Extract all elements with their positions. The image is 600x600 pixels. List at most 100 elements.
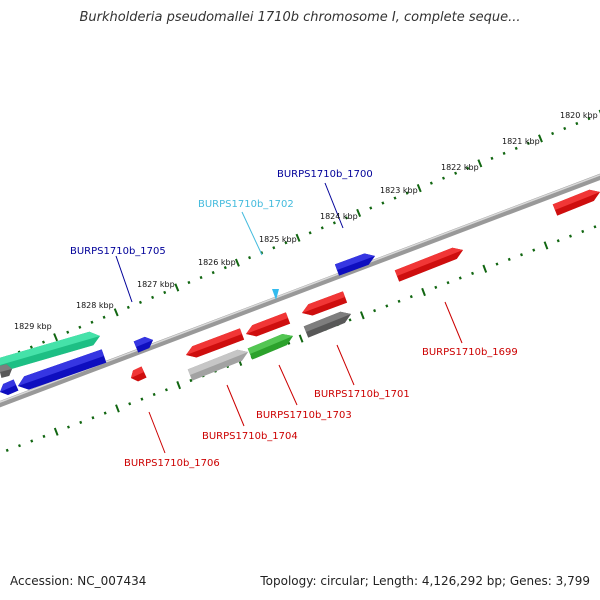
upper-track-tick — [308, 231, 312, 235]
gene-fill — [247, 333, 293, 360]
gene-1705-arrow — [133, 336, 153, 353]
chromosome-backbone — [0, 173, 600, 408]
gene-1710-arrow — [0, 364, 12, 378]
gene-label: BURPS1710b_1705 — [70, 246, 166, 257]
gene-1701-arrow — [302, 291, 348, 316]
scale-label: 1824 kbp — [320, 212, 358, 221]
lower-track-tick — [298, 334, 304, 343]
gene-fill — [302, 291, 348, 316]
scale-label: 1820 kbp — [560, 111, 598, 120]
gene-1707-arrow — [0, 331, 100, 372]
upper-track-tick — [466, 166, 470, 170]
lower-track-tick — [581, 229, 585, 234]
callout-line — [226, 384, 245, 427]
callout-line — [115, 255, 133, 303]
upper-track-tick — [563, 126, 567, 131]
upper-track-tick — [66, 330, 70, 334]
gene-label: BURPS1710b_1700 — [277, 169, 373, 180]
lower-track-tick — [446, 281, 450, 285]
scale-label: 1829 kbp — [14, 322, 52, 331]
callout-line — [324, 182, 344, 229]
upper-track-tick — [381, 201, 385, 205]
lower-track-tick — [189, 378, 193, 383]
gene-fill — [187, 349, 248, 381]
scale-label: 1828 kbp — [76, 301, 114, 310]
gene-label: BURPS1710b_1703 — [256, 410, 352, 421]
gene-1699b-arrow — [394, 247, 463, 282]
gene-fill — [186, 328, 245, 358]
callout-line — [148, 411, 166, 454]
lower-track-tick — [17, 444, 21, 448]
gene-label: BURPS1710b_1706 — [124, 458, 220, 469]
scale-label: 1821 kbp — [502, 137, 540, 146]
lower-track-tick — [164, 388, 168, 392]
upper-track-tick — [138, 300, 142, 305]
lower-track-tick — [176, 381, 182, 390]
upper-track-tick — [454, 171, 458, 175]
lower-track-tick — [409, 295, 413, 299]
lower-track-tick — [507, 257, 511, 262]
upper-track-tick — [490, 156, 494, 160]
callout-line — [336, 344, 355, 386]
upper-track-tick — [29, 345, 33, 349]
lower-track-tick — [421, 287, 426, 297]
gene-label: BURPS1710b_1701 — [314, 389, 410, 400]
upper-track-tick — [587, 116, 591, 121]
lower-track-tick — [79, 420, 83, 425]
gene-1706-arrow — [131, 366, 147, 382]
gene-1701b-arrow — [303, 311, 351, 338]
gene-label: BURPS1710b_1699 — [422, 347, 518, 358]
upper-track-tick — [90, 320, 94, 324]
upper-track-tick — [187, 280, 191, 285]
callout-line — [278, 364, 298, 406]
genome-stats: Topology: circular; Length: 4,126,292 bp… — [260, 574, 590, 588]
accession-label: Accession: — [10, 574, 74, 588]
lower-track-tick — [66, 425, 70, 429]
gene-labels: BURPS1710b_1700 BURPS1710b_1702 BURPS1710b… — [70, 169, 518, 469]
lower-track-tick — [397, 299, 401, 303]
backbone-line — [0, 173, 600, 408]
upper-track-tick — [151, 295, 155, 300]
gene-fill — [18, 349, 107, 390]
gene-fill — [0, 331, 100, 372]
upper-track-tick — [78, 325, 82, 329]
lower-track-tick — [520, 253, 523, 257]
gene-fill — [303, 311, 351, 338]
gene-label: BURPS1710b_1702 — [198, 199, 294, 210]
lower-track-tick — [5, 448, 9, 452]
lower-track-tick — [434, 285, 438, 289]
lower-track-tick — [53, 427, 59, 436]
scale-labels: 1820 kbp 1821 kbp 1822 kbp 1823 kbp 1824 kbp… — [14, 111, 598, 331]
upper-track-tick — [429, 181, 433, 185]
upper-track-tick — [332, 221, 336, 225]
scale-label: 1827 kbp — [137, 280, 175, 289]
gene-fill — [246, 312, 291, 337]
lower-track-tick — [373, 309, 377, 313]
scale-ticks — [5, 109, 600, 452]
lower-track-tick — [568, 234, 572, 238]
upper-track-tick — [369, 206, 373, 210]
upper-track-tick — [234, 258, 240, 267]
scale-label: 1825 kbp — [259, 235, 297, 244]
lower-track-tick — [385, 304, 389, 308]
lower-track-tick — [543, 241, 549, 250]
gene-1704-arrow — [186, 328, 245, 358]
upper-track-tick — [538, 134, 543, 143]
lower-track-tick — [152, 392, 156, 397]
upper-track-tick — [514, 146, 518, 151]
lower-track-tick — [458, 276, 462, 280]
lower-track-tick — [359, 311, 365, 320]
upper-track-tick — [102, 315, 106, 319]
gene-1702-marker — [272, 289, 279, 300]
upper-track-tick — [526, 141, 530, 146]
upper-track-tick — [211, 270, 215, 275]
scale-label: 1822 kbp — [441, 163, 479, 172]
lower-track-tick — [593, 225, 597, 229]
upper-track-tick — [113, 308, 119, 317]
lower-track-tick — [471, 271, 475, 275]
gene-fill — [0, 379, 19, 396]
lower-track-tick — [482, 264, 488, 273]
upper-track-tick — [393, 196, 397, 200]
